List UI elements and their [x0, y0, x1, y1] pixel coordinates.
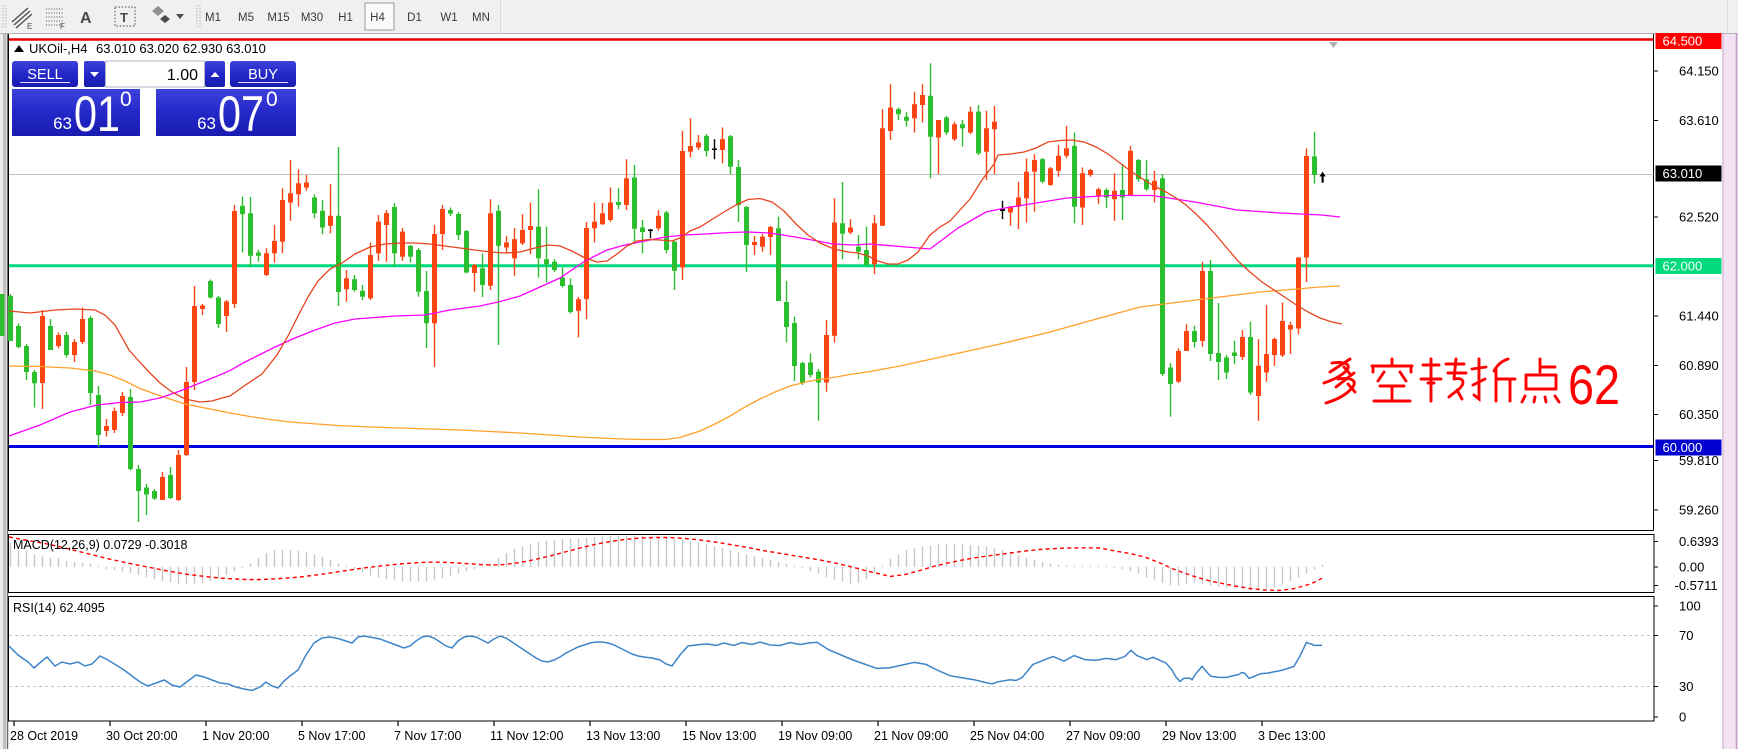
- svg-text:13 Nov 13:00: 13 Nov 13:00: [586, 729, 660, 743]
- svg-text:0: 0: [120, 88, 132, 111]
- svg-text:100: 100: [1679, 599, 1701, 614]
- svg-text:W1: W1: [440, 12, 457, 24]
- svg-text:62.520: 62.520: [1679, 210, 1719, 225]
- svg-text:D1: D1: [407, 12, 422, 24]
- svg-text:15 Nov 13:00: 15 Nov 13:00: [682, 729, 756, 743]
- svg-text:61.440: 61.440: [1679, 309, 1719, 324]
- svg-text:60.000: 60.000: [1663, 440, 1703, 455]
- svg-text:01: 01: [74, 86, 120, 142]
- svg-text:SELL: SELL: [27, 67, 62, 83]
- svg-text:1 Nov 20:00: 1 Nov 20:00: [202, 729, 269, 743]
- svg-text:29 Nov 13:00: 29 Nov 13:00: [1162, 729, 1236, 743]
- svg-text:25 Nov 04:00: 25 Nov 04:00: [970, 729, 1044, 743]
- svg-text:M30: M30: [301, 12, 323, 24]
- svg-text:70: 70: [1679, 628, 1693, 643]
- svg-text:E: E: [27, 22, 32, 31]
- svg-text:59.810: 59.810: [1679, 453, 1719, 468]
- svg-text:21 Nov 09:00: 21 Nov 09:00: [874, 729, 948, 743]
- svg-text:60.350: 60.350: [1679, 407, 1719, 422]
- svg-text:T: T: [120, 10, 128, 25]
- svg-text:1.00: 1.00: [167, 67, 198, 84]
- svg-text:0: 0: [1679, 710, 1686, 725]
- svg-text:-0.5711: -0.5711: [1675, 578, 1718, 593]
- svg-text:30 Oct 20:00: 30 Oct 20:00: [106, 729, 178, 743]
- svg-text:UKOil-,H4: UKOil-,H4: [29, 41, 88, 56]
- svg-text:64.500: 64.500: [1663, 34, 1703, 49]
- svg-text:59.260: 59.260: [1679, 503, 1719, 518]
- svg-text:0: 0: [266, 88, 278, 111]
- svg-text:3 Dec 13:00: 3 Dec 13:00: [1258, 729, 1325, 743]
- svg-text:63.010: 63.010: [1663, 166, 1703, 181]
- svg-text:27 Nov 09:00: 27 Nov 09:00: [1066, 729, 1140, 743]
- svg-text:A: A: [80, 10, 92, 27]
- svg-text:62.000: 62.000: [1663, 259, 1703, 274]
- svg-text:0.00: 0.00: [1679, 560, 1704, 575]
- svg-text:11 Nov 12:00: 11 Nov 12:00: [490, 729, 563, 743]
- svg-text:63: 63: [53, 114, 72, 133]
- svg-text:RSI(14) 62.4095: RSI(14) 62.4095: [13, 601, 105, 615]
- svg-text:63.010 63.020 62.930 63.010: 63.010 63.020 62.930 63.010: [96, 41, 266, 56]
- svg-text:30: 30: [1679, 679, 1693, 694]
- svg-text:M5: M5: [238, 12, 254, 24]
- svg-text:5 Nov 17:00: 5 Nov 17:00: [298, 729, 365, 743]
- svg-text:63: 63: [197, 114, 216, 133]
- svg-text:19 Nov 09:00: 19 Nov 09:00: [778, 729, 852, 743]
- svg-text:63.610: 63.610: [1679, 113, 1719, 128]
- svg-text:7 Nov 17:00: 7 Nov 17:00: [394, 729, 461, 743]
- svg-text:07: 07: [218, 86, 264, 142]
- svg-text:F: F: [60, 22, 65, 31]
- svg-text:MN: MN: [472, 12, 490, 24]
- svg-text:60.890: 60.890: [1679, 358, 1719, 373]
- svg-text:MACD(12,26,9) 0.0729 -0.3018: MACD(12,26,9) 0.0729 -0.3018: [13, 538, 187, 552]
- svg-text:H1: H1: [338, 12, 353, 24]
- svg-text:BUY: BUY: [248, 67, 278, 83]
- svg-text:0.6393: 0.6393: [1679, 534, 1719, 549]
- svg-text:M1: M1: [205, 12, 221, 24]
- svg-text:M15: M15: [267, 12, 289, 24]
- svg-text:28 Oct 2019: 28 Oct 2019: [10, 729, 78, 743]
- svg-text:62: 62: [1568, 353, 1620, 416]
- svg-text:H4: H4: [370, 12, 385, 24]
- svg-text:64.150: 64.150: [1679, 64, 1719, 79]
